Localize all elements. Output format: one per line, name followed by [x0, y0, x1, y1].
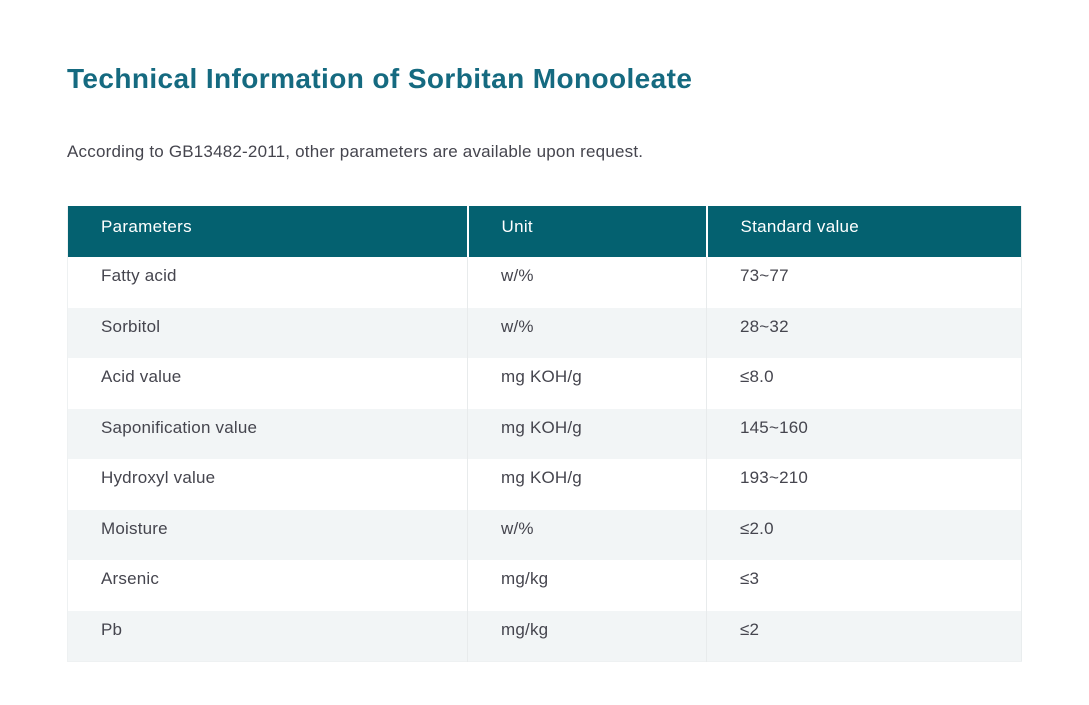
value-cell: 145~160	[706, 408, 1022, 459]
unit-cell: mg/kg	[467, 560, 707, 611]
column-header-standard-value: Standard value	[705, 206, 1022, 257]
main-content: Technical Information of Sorbitan Monool…	[67, 63, 1022, 662]
value-cell: ≤3	[706, 560, 1022, 611]
parameter-cell: Moisture	[67, 509, 468, 560]
value-cell: 193~210	[706, 459, 1022, 510]
table-row: Arsenic mg/kg ≤3	[67, 560, 1022, 611]
column-header-parameters: Parameters	[67, 206, 468, 257]
technical-info-table: Parameters Unit Standard value Fatty aci…	[67, 206, 1022, 662]
parameter-cell: Sorbitol	[67, 307, 468, 358]
unit-cell: w/%	[467, 257, 707, 308]
parameter-cell: Pb	[67, 610, 468, 661]
parameter-cell: Arsenic	[67, 560, 468, 611]
parameter-cell: Hydroxyl value	[67, 459, 468, 510]
unit-cell: mg KOH/g	[467, 408, 707, 459]
table-header-row: Parameters Unit Standard value	[67, 206, 1022, 257]
page-subtitle: According to GB13482-2011, other paramet…	[67, 142, 644, 161]
table-row: Moisture w/% ≤2.0	[67, 509, 1022, 560]
unit-cell: w/%	[467, 307, 707, 358]
page-title: Technical Information of Sorbitan Monool…	[67, 63, 693, 94]
table-row: Hydroxyl value mg KOH/g 193~210	[67, 459, 1022, 510]
value-cell: 28~32	[706, 307, 1022, 358]
table-row: Saponification value mg KOH/g 145~160	[67, 408, 1022, 459]
table-row: Fatty acid w/% 73~77	[67, 257, 1022, 308]
value-cell: ≤8.0	[706, 358, 1022, 409]
unit-cell: mg KOH/g	[467, 459, 707, 510]
value-cell: 73~77	[706, 257, 1022, 308]
unit-cell: mg/kg	[467, 610, 707, 661]
column-header-unit: Unit	[466, 206, 707, 257]
unit-cell: w/%	[467, 509, 707, 560]
table-row: Acid value mg KOH/g ≤8.0	[67, 358, 1022, 409]
parameter-cell: Saponification value	[67, 408, 468, 459]
table-row: Pb mg/kg ≤2	[67, 610, 1022, 661]
parameter-cell: Acid value	[67, 358, 468, 409]
unit-cell: mg KOH/g	[467, 358, 707, 409]
table-row: Sorbitol w/% 28~32	[67, 307, 1022, 358]
value-cell: ≤2	[706, 610, 1022, 661]
value-cell: ≤2.0	[706, 509, 1022, 560]
parameter-cell: Fatty acid	[67, 257, 468, 308]
